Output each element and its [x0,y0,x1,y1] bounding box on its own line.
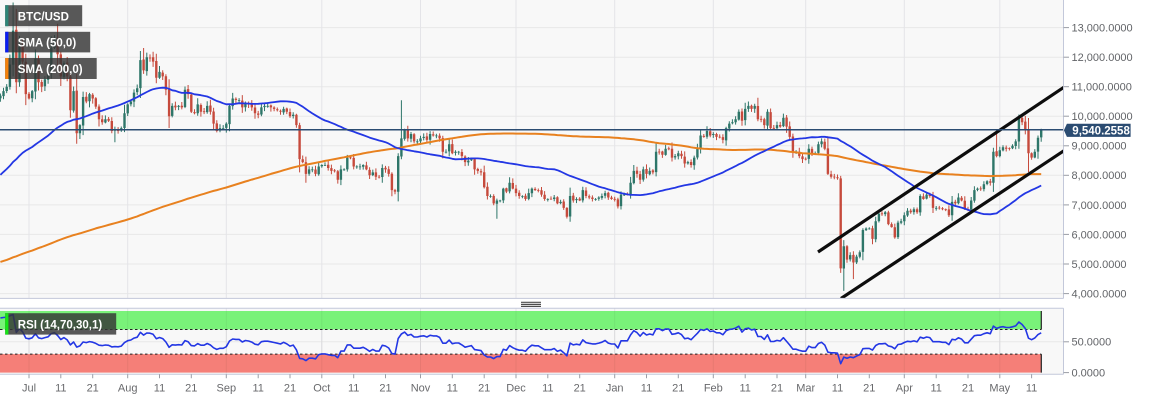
svg-text:7,000.0000: 7,000.0000 [1072,200,1127,212]
svg-text:11: 11 [930,383,941,395]
svg-text:Mar: Mar [796,383,815,395]
svg-text:11,000.0000: 11,000.0000 [1072,82,1132,94]
svg-text:Oct: Oct [313,383,330,395]
svg-text:Jul: Jul [22,383,36,395]
svg-text:50.0000: 50.0000 [1072,337,1112,349]
svg-text:10,000.0000: 10,000.0000 [1072,111,1133,123]
svg-text:11: 11 [154,383,165,395]
svg-text:9,540.2558: 9,540.2558 [1072,125,1130,137]
svg-text:6,000.0000: 6,000.0000 [1072,229,1127,241]
svg-text:21: 21 [771,383,783,395]
svg-text:May: May [989,383,1010,395]
svg-text:11: 11 [832,383,843,395]
svg-text:11: 11 [447,383,458,395]
svg-text:21: 21 [672,383,684,395]
svg-text:Jan: Jan [606,383,624,395]
svg-text:21: 21 [863,383,875,395]
svg-text:RSI (14,70,30,1): RSI (14,70,30,1) [18,320,103,332]
svg-text:21: 21 [962,383,974,395]
svg-text:BTC/USD: BTC/USD [18,11,69,23]
svg-text:21: 21 [379,383,391,395]
svg-text:Apr: Apr [896,383,913,395]
svg-text:21: 21 [284,383,296,395]
svg-text:SMA (50,0): SMA (50,0) [18,38,77,50]
svg-text:Nov: Nov [411,383,431,395]
svg-text:Feb: Feb [704,383,723,395]
svg-text:11: 11 [348,383,359,395]
svg-text:Sep: Sep [217,383,237,395]
svg-text:11: 11 [641,383,652,395]
svg-text:11: 11 [55,383,66,395]
svg-text:11: 11 [542,383,553,395]
svg-text:11: 11 [739,383,750,395]
svg-text:21: 21 [87,383,99,395]
svg-text:21: 21 [574,383,586,395]
svg-text:12,000.0000: 12,000.0000 [1072,52,1133,64]
svg-text:5,000.0000: 5,000.0000 [1072,259,1127,271]
svg-text:11: 11 [1026,383,1037,395]
svg-text:21: 21 [478,383,490,395]
svg-text:8,000.0000: 8,000.0000 [1072,170,1127,182]
svg-text:4,000.0000: 4,000.0000 [1072,288,1127,300]
svg-text:9,000.0000: 9,000.0000 [1072,141,1127,153]
svg-text:Dec: Dec [506,383,526,395]
svg-text:13,000.0000: 13,000.0000 [1072,23,1133,35]
svg-text:11: 11 [252,383,263,395]
svg-text:SMA (200,0): SMA (200,0) [18,64,83,76]
svg-text:Aug: Aug [118,383,138,395]
svg-text:21: 21 [185,383,197,395]
svg-text:0.0000: 0.0000 [1072,368,1106,380]
